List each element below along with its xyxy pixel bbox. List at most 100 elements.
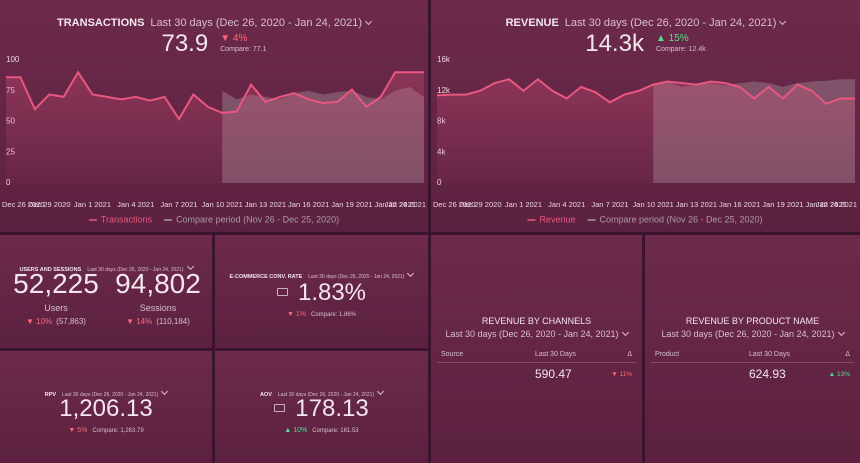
column-header: Δ — [845, 351, 850, 358]
table-title: REVENUE BY PRODUCT NAME — [685, 316, 820, 326]
column-header: Last 30 Days — [749, 351, 790, 358]
dropdown-icon[interactable] — [161, 387, 169, 396]
dropdown-icon[interactable] — [837, 328, 845, 337]
x-tick-label: Jan 22 2021 — [375, 200, 416, 209]
x-tick-label: Dec 29 2020 — [28, 200, 71, 209]
widget-title: USERS AND SESSIONS — [19, 267, 82, 273]
kpi-change: ▼ 4% — [220, 33, 248, 44]
conv-rate-widget: E-COMMERCE CONV. RATE Last 30 days (Dec 2… — [215, 235, 428, 348]
dropdown-icon[interactable] — [377, 387, 385, 396]
product-widget: REVENUE BY PRODUCT NAME Last 30 days (Dec… — [645, 235, 860, 463]
series-area — [6, 72, 424, 183]
transactions-widget: TRANSACTIONS Last 30 days (Dec 26, 2020 -… — [0, 0, 428, 232]
cell-change: ▼ 11% — [611, 371, 632, 378]
kpi-change: ▲ 15% — [655, 33, 689, 44]
x-tick-label: Jan 4 2021 — [117, 200, 154, 209]
kpi-compare: Compare: 77.1 — [220, 46, 267, 53]
widget-title: REVENUE — [505, 17, 559, 29]
date-range: Last 30 days (Dec 26, 2020 - Jan 24, 202… — [661, 329, 835, 339]
header: REVENUE Last 30 days (Dec 26, 2020 - Jan … — [431, 13, 860, 31]
kpi-value: 73.9 — [161, 30, 209, 57]
header: TRANSACTIONS Last 30 days (Dec 26, 2020 -… — [0, 13, 428, 31]
table-subtitle: Last 30 days (Dec 26, 2020 - Jan 24, 202… — [431, 328, 642, 339]
kpi-side: ▲ 15% Compare: 12.4k — [656, 33, 706, 55]
kpi-compare: Compare: 1,263.79 — [92, 428, 144, 434]
kpi-row: 1.83% — [215, 279, 428, 307]
x-tick-label: Jan 7 2021 — [591, 200, 628, 209]
kpi-change-row: ▼ 5% Compare: 1,263.79 — [0, 427, 212, 434]
legend: Transactions Compare period (Nov 26 - Dec… — [88, 214, 339, 224]
date-range: Last 30 days (Dec 26, 2020 - Jan 24, 202… — [87, 267, 184, 273]
users-sessions-widget: USERS AND SESSIONS Last 30 days (Dec 26, … — [0, 235, 212, 348]
metric-value: 94,802 — [115, 268, 201, 299]
y-tick-label: 12k — [437, 86, 451, 95]
column-header: Last 30 Days — [535, 351, 576, 358]
kpi-row: 178.13 — [215, 395, 428, 423]
dropdown-icon[interactable] — [407, 269, 415, 278]
legend-label: Compare period (Nov 26 - Dec 25, 2020) — [599, 214, 762, 224]
widget-title: TRANSACTIONS — [57, 17, 145, 29]
column-header: Δ — [627, 351, 632, 358]
legend-label: Compare period (Nov 26 - Dec 25, 2020) — [176, 214, 339, 224]
metric-change: ▼ 14% — [126, 317, 153, 326]
x-tick-label: Jan 24 2021 — [816, 200, 857, 209]
header-divider — [437, 362, 636, 363]
channels-widget: REVENUE BY CHANNELS Last 30 days (Dec 26,… — [431, 235, 642, 463]
metric-compare: (110,184) — [156, 317, 190, 326]
x-tick-label: Jan 19 2021 — [331, 200, 372, 209]
column-header: Product — [655, 351, 680, 358]
series-line — [6, 70, 424, 121]
kpi-value: 14.3k — [585, 30, 644, 57]
kpi-row: 14.3k ▲ 15% Compare: 12.4k — [431, 30, 860, 58]
legend: Revenue Compare period (Nov 26 - Dec 25, … — [527, 214, 763, 224]
metric-change: ▼ 10% — [26, 317, 53, 326]
legend-label: Transactions — [101, 214, 153, 224]
y-tick-label: 100 — [6, 55, 20, 64]
header: AOV Last 30 days (Dec 26, 2020 - Jan 24, … — [215, 383, 428, 401]
kpi-change: ▼ 1% — [286, 311, 306, 318]
x-tick-label: Jan 10 2021 — [633, 200, 674, 209]
rpv-widget: RPV Last 30 days (Dec 26, 2020 - Jan 24, … — [0, 351, 212, 463]
metric: 94,802 Sessions ▼ 14% (110,184) — [98, 268, 212, 327]
header: USERS AND SESSIONS Last 30 days (Dec 26, … — [0, 258, 212, 276]
metric-compare: (57,863) — [56, 317, 86, 326]
date-range: Last 30 days (Dec 26, 2020 - Jan 24, 202… — [564, 17, 777, 29]
x-tick-label: Jan 16 2021 — [719, 200, 760, 209]
kpi-change-row: ▲ 10% Compare: 161.53 — [215, 427, 428, 434]
aov-widget: AOV Last 30 days (Dec 26, 2020 - Jan 24, … — [215, 351, 428, 463]
kpi-value: 1.83% — [297, 279, 367, 306]
kpi-change-row: ▼ 1% Compare: 1.86% — [215, 311, 428, 318]
header: E-COMMERCE CONV. RATE Last 30 days (Dec 2… — [215, 265, 428, 283]
date-range: Last 30 days (Dec 26, 2020 - Jan 24, 202… — [277, 392, 375, 398]
date-range: Last 30 days (Dec 26, 2020 - Jan 24, 202… — [62, 392, 159, 398]
x-tick-label: Jan 1 2021 — [505, 200, 542, 209]
x-tick-label: Jan 13 2021 — [676, 200, 717, 209]
date-range: Last 30 days (Dec 26, 2020 - Jan 24, 202… — [150, 17, 362, 29]
briefcase-icon — [276, 288, 288, 296]
kpi-change: ▼ 5% — [68, 427, 88, 434]
x-tick-label: Jan 22 2021 — [806, 200, 847, 209]
date-range: Last 30 days (Dec 26, 2020 - Jan 24, 202… — [308, 274, 405, 280]
widget-title: E-COMMERCE CONV. RATE — [229, 274, 303, 280]
header-divider — [651, 362, 854, 363]
kpi-side: ▼ 4% Compare: 77.1 — [220, 33, 266, 55]
x-tick-label: Dec 26 2020 — [2, 200, 45, 209]
x-tick-label: Dec 29 2020 — [459, 200, 502, 209]
x-tick-label: Jan 16 2021 — [288, 200, 329, 209]
cell-change: ▲ 13% — [828, 371, 850, 378]
metric: 52,225 Users ▼ 10% (57,863) — [0, 269, 116, 327]
x-tick-label: Jan 1 2021 — [74, 200, 111, 209]
y-tick-label: 16k — [437, 55, 451, 64]
table-subtitle: Last 30 days (Dec 26, 2020 - Jan 24, 202… — [645, 328, 860, 339]
kpi-compare: Compare: 1.86% — [310, 312, 357, 318]
briefcase-icon — [274, 404, 286, 412]
dropdown-icon[interactable] — [621, 328, 629, 337]
kpi-row: 1,206.13 — [0, 395, 212, 423]
x-tick-label: Jan 13 2021 — [245, 200, 286, 209]
header: RPV Last 30 days (Dec 26, 2020 - Jan 24, … — [0, 383, 212, 401]
date-range: Last 30 days (Dec 26, 2020 - Jan 24, 202… — [445, 329, 619, 339]
series-area — [437, 79, 855, 183]
